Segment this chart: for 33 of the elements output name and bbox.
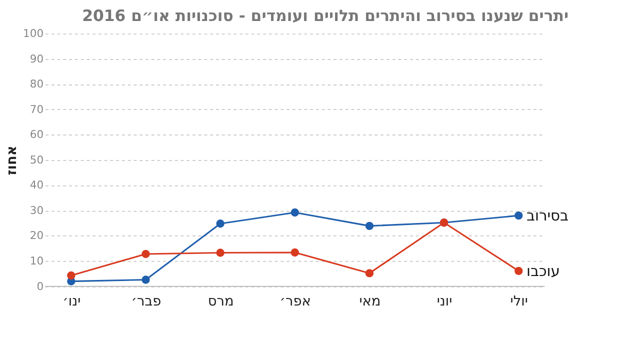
x-tick-label: אפר׳ bbox=[280, 293, 311, 310]
series-label: בסירוב bbox=[526, 207, 569, 224]
series-label: עוכבו bbox=[526, 262, 560, 280]
y-tick-label: 70 bbox=[30, 102, 44, 116]
x-tick-label: ינו׳ bbox=[62, 293, 81, 310]
y-tick-label: 20 bbox=[30, 229, 44, 242]
point bbox=[67, 271, 76, 280]
y-tick-label: 0 bbox=[36, 280, 44, 293]
y-tick-label: 90 bbox=[30, 52, 44, 66]
y-tick-label: 80 bbox=[30, 78, 44, 91]
point bbox=[290, 248, 299, 257]
point bbox=[514, 266, 523, 276]
point bbox=[142, 250, 150, 258]
point bbox=[290, 208, 299, 217]
x-tick-label: יולי bbox=[510, 293, 528, 310]
point bbox=[216, 220, 224, 228]
point bbox=[142, 276, 150, 284]
point bbox=[365, 222, 374, 230]
x-tick-label: פבר׳ bbox=[131, 293, 162, 310]
y-tick-label: 40 bbox=[30, 178, 44, 192]
point bbox=[514, 211, 523, 220]
y-tick-label: 30 bbox=[30, 204, 44, 217]
x-tick-label: מרס bbox=[208, 293, 234, 310]
point bbox=[216, 248, 224, 257]
y-tick-label: 50 bbox=[30, 153, 44, 166]
x-tick-label: יוני bbox=[436, 293, 452, 310]
y-tick-label: 60 bbox=[30, 128, 44, 142]
point bbox=[365, 269, 374, 278]
x-tick-label: מאי bbox=[359, 293, 381, 310]
y-tick-label: 100 bbox=[23, 27, 44, 40]
y-tick-label: 10 bbox=[30, 254, 44, 268]
chart-title: יתרים שנענו בסירוב והיתרים תלויים ועומדים - סוכנויות או״ם 2016 bbox=[82, 6, 569, 25]
y-axis-title: אחוז bbox=[4, 146, 20, 176]
